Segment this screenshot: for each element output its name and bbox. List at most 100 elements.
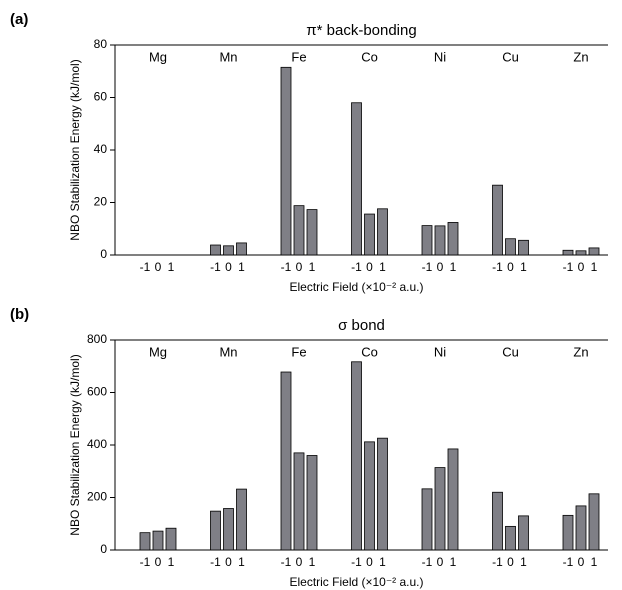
group-label: Mn bbox=[219, 344, 237, 359]
bar bbox=[280, 66, 292, 256]
x-tick-label: 0 bbox=[155, 260, 162, 274]
bar bbox=[421, 225, 433, 256]
x-tick-label: -1 bbox=[281, 555, 292, 569]
x-tick-label: 1 bbox=[238, 260, 245, 274]
group-label: Cu bbox=[502, 49, 519, 64]
x-tick-label: -1 bbox=[492, 555, 503, 569]
panel-label: (b) bbox=[10, 306, 29, 323]
group-label: Zn bbox=[573, 344, 588, 359]
x-tick-label: 1 bbox=[309, 260, 316, 274]
bar bbox=[165, 527, 177, 551]
y-tick-label: 40 bbox=[94, 142, 108, 156]
x-tick-label: 1 bbox=[520, 260, 527, 274]
x-tick-label: 0 bbox=[366, 555, 373, 569]
x-tick-label: 1 bbox=[591, 555, 598, 569]
x-tick-label: 1 bbox=[309, 555, 316, 569]
bar bbox=[447, 448, 459, 551]
group-label: Fe bbox=[291, 344, 306, 359]
x-tick-label: 1 bbox=[450, 555, 457, 569]
x-tick-label: 0 bbox=[296, 260, 303, 274]
x-tick-label: 0 bbox=[507, 555, 514, 569]
bar bbox=[306, 455, 318, 551]
bar bbox=[377, 437, 388, 551]
bar bbox=[588, 247, 600, 256]
x-tick-label: -1 bbox=[422, 260, 433, 274]
bar bbox=[223, 245, 234, 256]
group-label: Ni bbox=[434, 344, 446, 359]
panel-label: (a) bbox=[10, 11, 28, 28]
x-axis-label: Electric Field (×10⁻² a.u.) bbox=[289, 280, 423, 294]
x-tick-label: -1 bbox=[422, 555, 433, 569]
bar bbox=[588, 493, 600, 551]
x-tick-label: -1 bbox=[351, 555, 362, 569]
x-tick-label: -1 bbox=[281, 260, 292, 274]
x-tick-label: 1 bbox=[379, 555, 386, 569]
group-label: Mn bbox=[219, 49, 237, 64]
y-tick-label: 80 bbox=[94, 37, 108, 51]
x-tick-label: 0 bbox=[578, 260, 585, 274]
bar bbox=[364, 213, 375, 256]
chart-title: π* back-bonding bbox=[306, 22, 416, 39]
x-tick-label: 1 bbox=[520, 555, 527, 569]
y-tick-label: 20 bbox=[94, 195, 108, 209]
x-axis-label: Electric Field (×10⁻² a.u.) bbox=[289, 575, 423, 589]
bar bbox=[434, 467, 446, 551]
group-label: Mg bbox=[149, 49, 167, 64]
x-tick-label: -1 bbox=[210, 555, 221, 569]
bar bbox=[280, 371, 292, 551]
bar bbox=[351, 102, 362, 256]
bar bbox=[293, 205, 305, 256]
bar bbox=[223, 508, 234, 551]
x-tick-label: 0 bbox=[578, 555, 585, 569]
chart-title: σ bond bbox=[338, 317, 385, 334]
group-label: Co bbox=[361, 49, 378, 64]
bar bbox=[236, 488, 247, 551]
x-tick-label: -1 bbox=[140, 260, 151, 274]
bar bbox=[152, 530, 164, 551]
y-tick-label: 60 bbox=[94, 90, 108, 104]
x-tick-label: 1 bbox=[379, 260, 386, 274]
bar bbox=[492, 491, 503, 551]
y-tick-label: 400 bbox=[87, 437, 107, 451]
bar bbox=[447, 222, 459, 256]
bar bbox=[562, 249, 574, 256]
bar bbox=[306, 209, 318, 256]
x-tick-label: -1 bbox=[140, 555, 151, 569]
x-tick-label: -1 bbox=[492, 260, 503, 274]
bar bbox=[562, 514, 574, 551]
y-axis-label: NBO Stabilization Energy (kJ/mol) bbox=[68, 59, 82, 240]
bar bbox=[377, 208, 388, 256]
group-label: Ni bbox=[434, 49, 446, 64]
x-tick-label: 0 bbox=[296, 555, 303, 569]
y-axis-label: NBO Stabilization Energy (kJ/mol) bbox=[68, 354, 82, 535]
group-label: Cu bbox=[502, 344, 519, 359]
group-label: Fe bbox=[291, 49, 306, 64]
x-tick-label: -1 bbox=[563, 260, 574, 274]
bar bbox=[434, 225, 446, 256]
bar bbox=[505, 525, 516, 551]
group-label: Mg bbox=[149, 344, 167, 359]
bar bbox=[293, 452, 305, 551]
x-tick-label: 0 bbox=[155, 555, 162, 569]
bar bbox=[518, 515, 529, 551]
bar bbox=[236, 242, 247, 256]
x-tick-label: 1 bbox=[168, 555, 175, 569]
y-tick-label: 0 bbox=[100, 542, 107, 556]
bar bbox=[575, 505, 587, 551]
bar bbox=[505, 238, 516, 256]
bar bbox=[210, 244, 221, 256]
bar bbox=[575, 250, 587, 256]
x-tick-label: 1 bbox=[591, 260, 598, 274]
y-tick-label: 600 bbox=[87, 385, 107, 399]
bar bbox=[421, 488, 433, 551]
bar bbox=[210, 510, 221, 551]
bar bbox=[139, 532, 151, 551]
y-tick-label: 800 bbox=[87, 332, 107, 346]
y-tick-label: 0 bbox=[100, 247, 107, 261]
x-tick-label: 0 bbox=[507, 260, 514, 274]
bar bbox=[518, 239, 529, 256]
x-tick-label: 1 bbox=[238, 555, 245, 569]
y-tick-label: 200 bbox=[87, 490, 107, 504]
x-tick-label: 0 bbox=[225, 260, 232, 274]
x-tick-label: 0 bbox=[437, 260, 444, 274]
